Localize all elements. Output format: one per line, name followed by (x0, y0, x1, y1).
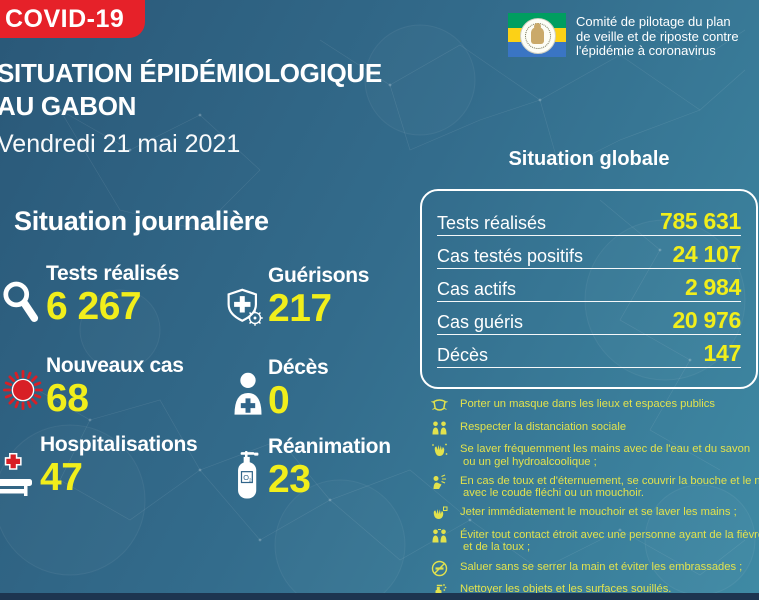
committee-line-1: Comité de pilotage du plan (576, 14, 731, 29)
page-title-line-1: SITUATION ÉPIDÉMIOLOGIQUE (0, 58, 382, 88)
stat-value: 6 267 (46, 285, 142, 328)
stat-hospitalisations: Hospitalisations 47 (0, 433, 198, 499)
gabon-seal (520, 18, 556, 54)
stat-label: Guérisons (268, 264, 370, 287)
svg-text:O: O (243, 473, 249, 482)
hospital-bed-icon (0, 452, 36, 506)
stat-reanimation: O 2 Réanimation 23 (235, 435, 391, 501)
list-item: En cas de toux et d'éternuement, se couv… (430, 474, 759, 500)
mask-icon (430, 397, 449, 414)
cough-elbow-icon (430, 474, 449, 491)
global-stats-table: Tests réalisés 785 631 Cas testés positi… (420, 189, 758, 389)
row-value: 20 976 (672, 307, 741, 333)
avoid-contact-icon (430, 528, 449, 545)
stat-value: 68 (46, 377, 89, 420)
list-item: Respecter la distanciation sociale (430, 421, 759, 437)
covid19-banner-label: COVID-19 (5, 4, 125, 33)
list-item: Se laver fréquemment les mains avec de l… (430, 443, 759, 468)
virus-icon (0, 367, 46, 418)
stat-tests-realises: Tests réalisés 6 267 (2, 262, 179, 328)
committee-line-3: l'épidémie à coronavirus (576, 43, 716, 58)
row-label: Cas testés positifs (437, 246, 584, 266)
covid19-banner: COVID-19 (0, 0, 145, 38)
stat-label: Tests réalisés (46, 262, 180, 285)
committee-line-2: de veille et de riposte contre (576, 28, 739, 44)
stat-value: 23 (268, 458, 311, 501)
list-item: Éviter tout contact étroit avec une pers… (430, 528, 759, 554)
no-handshake-icon (430, 560, 449, 577)
table-row: Cas actifs 2 984 (437, 269, 741, 302)
row-value: 785 631 (659, 208, 741, 234)
page-title-line-2: AU GABON (0, 91, 137, 121)
svg-text:2: 2 (249, 478, 252, 484)
wash-hands-icon (430, 442, 449, 459)
row-value: 24 107 (672, 241, 741, 267)
stat-value: 0 (268, 379, 290, 422)
seal-figure (531, 23, 544, 44)
committee-caption: Comité de pilotage du plan de veille et … (576, 14, 739, 59)
throw-tissue-icon (430, 505, 449, 522)
table-row: Tests réalisés 785 631 (437, 203, 741, 236)
shield-cross-virus-icon (225, 288, 265, 333)
table-row: Cas guéris 20 976 (437, 302, 741, 335)
list-item: Saluer sans se serrer la main et éviter … (430, 560, 759, 577)
stat-label: Décès (268, 356, 329, 379)
bottom-bar (0, 593, 759, 600)
stat-deces: Décès 0 (230, 356, 329, 422)
report-date: Vendredi 21 mai 2021 (0, 130, 241, 158)
prevention-measures-list: Porter un masque dans les lieux et espac… (430, 398, 759, 600)
oxygen-tank-icon: O 2 (235, 450, 261, 506)
row-label: Cas guéris (437, 312, 524, 332)
stat-label: Hospitalisations (40, 433, 198, 456)
row-value: 147 (703, 340, 742, 366)
list-item: Porter un masque dans les lieux et espac… (430, 398, 759, 414)
page-title-block: SITUATION ÉPIDÉMIOLOGIQUE AU GABON Vendr… (0, 57, 382, 159)
stat-nouveaux-cas: Nouveaux cas 68 (0, 354, 184, 420)
person-cross-icon (230, 371, 266, 420)
stat-label: Nouveaux cas (46, 354, 184, 377)
stat-guerisons: Guérisons 217 (225, 264, 369, 330)
gabon-flag-logo (508, 13, 566, 58)
stat-value: 217 (268, 287, 332, 330)
stat-label: Réanimation (268, 435, 391, 458)
row-label: Tests réalisés (437, 213, 547, 233)
table-row: Cas testés positifs 24 107 (437, 236, 741, 269)
magnifier-icon (2, 280, 40, 329)
row-value: 2 984 (684, 274, 741, 300)
table-row: Décès 147 (437, 335, 741, 368)
list-item: Jeter immédiatement le mouchoir et se la… (430, 506, 759, 522)
social-distancing-icon (430, 420, 449, 437)
global-section-heading: Situation globale (508, 148, 670, 170)
daily-section-heading: Situation journalière (14, 206, 269, 236)
row-label: Décès (437, 345, 489, 365)
stat-value: 47 (40, 456, 83, 499)
row-label: Cas actifs (437, 279, 517, 299)
